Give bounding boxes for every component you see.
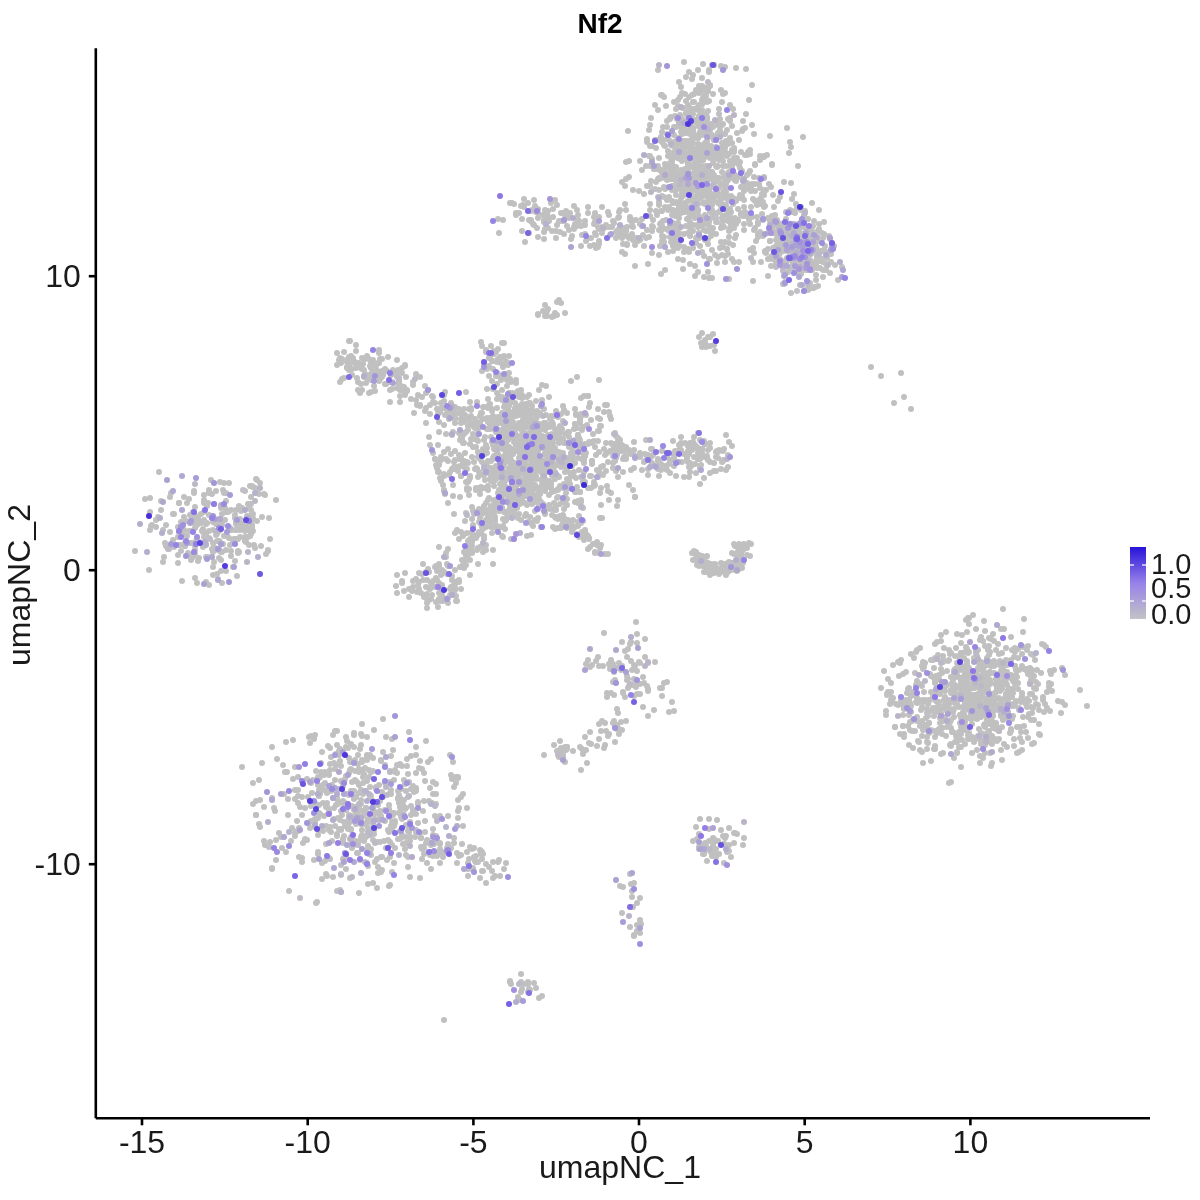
svg-text:10: 10 [953, 1124, 989, 1160]
svg-text:umapNC_2: umapNC_2 [1, 504, 37, 666]
svg-text:-15: -15 [119, 1124, 165, 1160]
svg-text:10: 10 [45, 258, 81, 294]
svg-text:0.0: 0.0 [1151, 598, 1191, 630]
svg-text:-10: -10 [285, 1124, 331, 1160]
svg-text:0: 0 [63, 552, 81, 588]
svg-text:-10: -10 [35, 846, 81, 882]
svg-text:umapNC_1: umapNC_1 [539, 1149, 701, 1185]
svg-text:-5: -5 [459, 1124, 487, 1160]
svg-text:5: 5 [796, 1124, 814, 1160]
